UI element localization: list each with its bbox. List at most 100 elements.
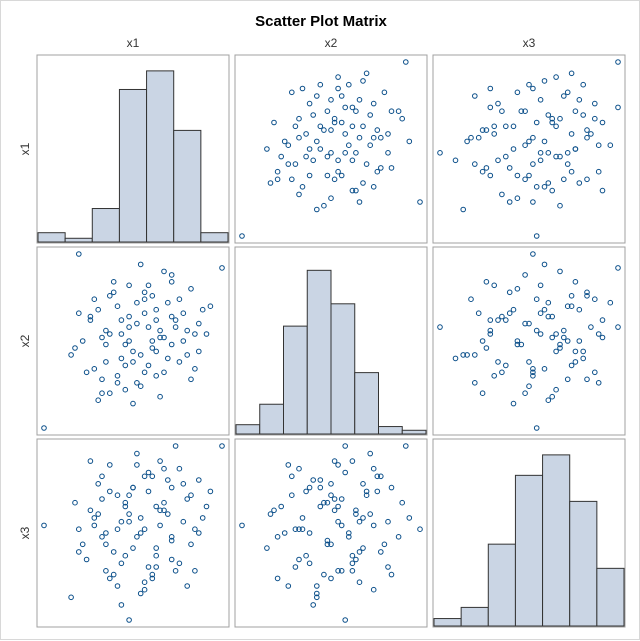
scatter-point bbox=[107, 331, 113, 337]
scatter-point bbox=[130, 359, 136, 365]
scatter-point bbox=[526, 383, 532, 390]
scatter-point bbox=[165, 477, 171, 483]
scatter-point bbox=[168, 313, 175, 320]
scatter-point bbox=[545, 112, 552, 118]
scatter-point bbox=[99, 376, 105, 383]
scatter-point bbox=[172, 443, 179, 449]
scatter-point bbox=[545, 150, 552, 156]
scatter-point bbox=[353, 108, 359, 114]
scatter-point bbox=[107, 488, 113, 495]
scatter-point bbox=[103, 568, 109, 574]
scatter-point bbox=[584, 376, 590, 383]
scatter-point bbox=[314, 583, 320, 589]
scatter-point bbox=[588, 131, 594, 137]
scatter-point bbox=[487, 327, 494, 334]
scatter-point bbox=[479, 390, 486, 397]
scatter-point bbox=[314, 138, 320, 145]
histogram-bar bbox=[460, 606, 489, 627]
scatter-point bbox=[530, 161, 536, 167]
scatter-point bbox=[568, 362, 575, 369]
scatter-point bbox=[114, 492, 121, 499]
scatter-point bbox=[188, 286, 194, 292]
scatter-point bbox=[118, 560, 125, 567]
scatter-point bbox=[499, 191, 505, 198]
scatter-point bbox=[349, 104, 356, 111]
scatter-point bbox=[475, 134, 482, 141]
scatter-point bbox=[367, 450, 374, 457]
scatter-point bbox=[417, 526, 423, 533]
scatter-point bbox=[381, 89, 388, 96]
scatter-point bbox=[338, 172, 345, 179]
scatter-point bbox=[157, 327, 163, 334]
scatter-point bbox=[537, 310, 544, 317]
scatter-point bbox=[472, 380, 478, 386]
scatter-point bbox=[118, 355, 125, 362]
scatter-point bbox=[296, 115, 302, 122]
scatter-point bbox=[285, 583, 292, 589]
scatter-point bbox=[118, 518, 125, 525]
scatter-point bbox=[141, 310, 148, 317]
panel-frame bbox=[36, 246, 230, 436]
scatter-point bbox=[495, 157, 501, 164]
scatter-point bbox=[172, 568, 179, 574]
scatter-point bbox=[417, 199, 423, 205]
scatter-point bbox=[576, 97, 583, 103]
scatter-point bbox=[149, 345, 156, 351]
scatter-point bbox=[321, 202, 327, 209]
scatter-point bbox=[553, 386, 559, 393]
scatter-point bbox=[296, 134, 302, 141]
scatter-point bbox=[568, 70, 575, 77]
panel-frame bbox=[234, 438, 428, 628]
scatter-point bbox=[331, 176, 338, 183]
scatter-point bbox=[406, 138, 413, 145]
scatter-point bbox=[264, 545, 270, 551]
scatter-point bbox=[533, 233, 540, 239]
scatter-point bbox=[370, 586, 377, 593]
scatter-point bbox=[468, 296, 474, 303]
scatter-point bbox=[572, 359, 579, 365]
scatter-point bbox=[349, 552, 356, 559]
scatter-point bbox=[367, 511, 374, 517]
scatter-point bbox=[83, 369, 90, 376]
scatter-point bbox=[370, 134, 377, 141]
scatter-point bbox=[360, 515, 366, 521]
scatter-point bbox=[141, 369, 148, 376]
scatter-point bbox=[557, 115, 563, 122]
scatter-point bbox=[503, 362, 509, 369]
scatter-point bbox=[356, 579, 363, 586]
scatter-point bbox=[537, 282, 544, 289]
scatter-point bbox=[607, 299, 614, 306]
scatter-point bbox=[526, 320, 532, 327]
scatter-point bbox=[541, 138, 548, 145]
scatter-point bbox=[342, 131, 349, 137]
scatter-point bbox=[141, 526, 148, 533]
scatter-point bbox=[561, 93, 567, 99]
scatter-point bbox=[506, 165, 513, 171]
scatter-point bbox=[118, 602, 125, 608]
histogram-bar bbox=[596, 567, 625, 627]
scatter-point bbox=[514, 89, 521, 96]
scatter-point bbox=[335, 462, 341, 468]
scatter-point bbox=[491, 373, 498, 379]
scatter-point bbox=[584, 289, 590, 296]
scatter-point bbox=[335, 157, 341, 164]
scatter-point bbox=[303, 131, 309, 137]
scatter-point bbox=[331, 458, 338, 464]
scatter-point bbox=[553, 331, 559, 337]
scatter-point bbox=[324, 172, 331, 179]
scatter-point bbox=[130, 484, 136, 491]
scatter-point bbox=[328, 481, 334, 487]
scatter-point bbox=[196, 477, 202, 483]
scatter-point bbox=[541, 366, 548, 372]
scatter-point bbox=[239, 233, 245, 239]
scatter-point bbox=[460, 206, 467, 213]
panel-x1-x2 bbox=[234, 54, 428, 244]
scatter-point bbox=[141, 586, 148, 593]
scatter-point bbox=[153, 552, 159, 559]
scatter-point bbox=[176, 560, 183, 567]
scatter-point bbox=[264, 146, 270, 152]
scatter-point bbox=[137, 383, 144, 390]
scatter-point bbox=[157, 334, 163, 341]
histogram-bar bbox=[146, 70, 175, 243]
scatter-point bbox=[576, 306, 583, 313]
